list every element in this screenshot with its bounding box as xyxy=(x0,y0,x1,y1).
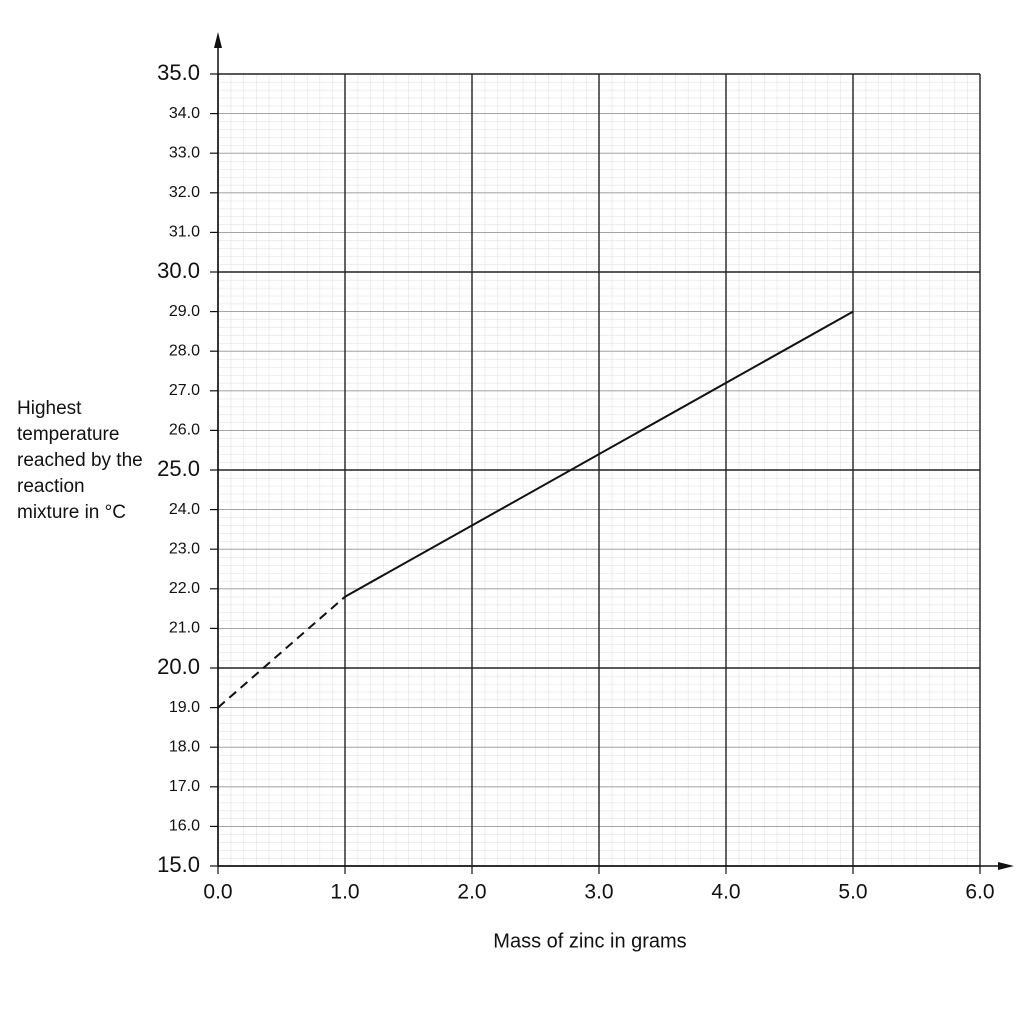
x-tick-label: 5.0 xyxy=(838,881,867,904)
x-tick-label: 0.0 xyxy=(203,881,232,904)
y-tick-label: 17.0 xyxy=(169,778,200,795)
y-tick-label: 33.0 xyxy=(169,144,200,161)
y-axis-arrow xyxy=(214,32,222,48)
data-line xyxy=(344,310,854,598)
y-tick-label: 30.0 xyxy=(157,258,200,283)
y-tick-label: 31.0 xyxy=(169,224,200,241)
grid xyxy=(217,73,981,867)
y-tick-label: 24.0 xyxy=(169,501,200,518)
y-tick-label: 15.0 xyxy=(157,852,200,877)
y-tick-label: 27.0 xyxy=(169,382,200,399)
y-tick-label: 23.0 xyxy=(169,540,200,557)
y-tick-label: 16.0 xyxy=(169,818,200,835)
x-axis-arrow xyxy=(998,862,1014,870)
y-tick-label: 21.0 xyxy=(169,620,200,637)
y-tick-label: 19.0 xyxy=(169,699,200,716)
y-tick-label: 26.0 xyxy=(169,422,200,439)
x-tick-label: 6.0 xyxy=(965,881,994,904)
y-tick-label: 28.0 xyxy=(169,342,200,359)
y-tick-label: 32.0 xyxy=(169,184,200,201)
y-tick-label: 18.0 xyxy=(169,738,200,755)
y-tick-label: 22.0 xyxy=(169,580,200,597)
y-tick-label: 34.0 xyxy=(169,105,200,122)
x-tick-label: 3.0 xyxy=(584,881,613,904)
y-tick-label: 25.0 xyxy=(157,456,200,481)
x-tick-label: 4.0 xyxy=(711,881,740,904)
x-axis-label: Mass of zinc in grams xyxy=(493,930,686,952)
y-tick-label: 20.0 xyxy=(157,654,200,679)
data-line xyxy=(217,595,346,709)
y-tick-label: 35.0 xyxy=(157,60,200,85)
x-tick-label: 2.0 xyxy=(457,881,486,904)
x-tick-label: 1.0 xyxy=(330,881,359,904)
y-axis-label: Highest temperature reached by the react… xyxy=(17,398,143,523)
y-tick-label: 29.0 xyxy=(169,303,200,320)
